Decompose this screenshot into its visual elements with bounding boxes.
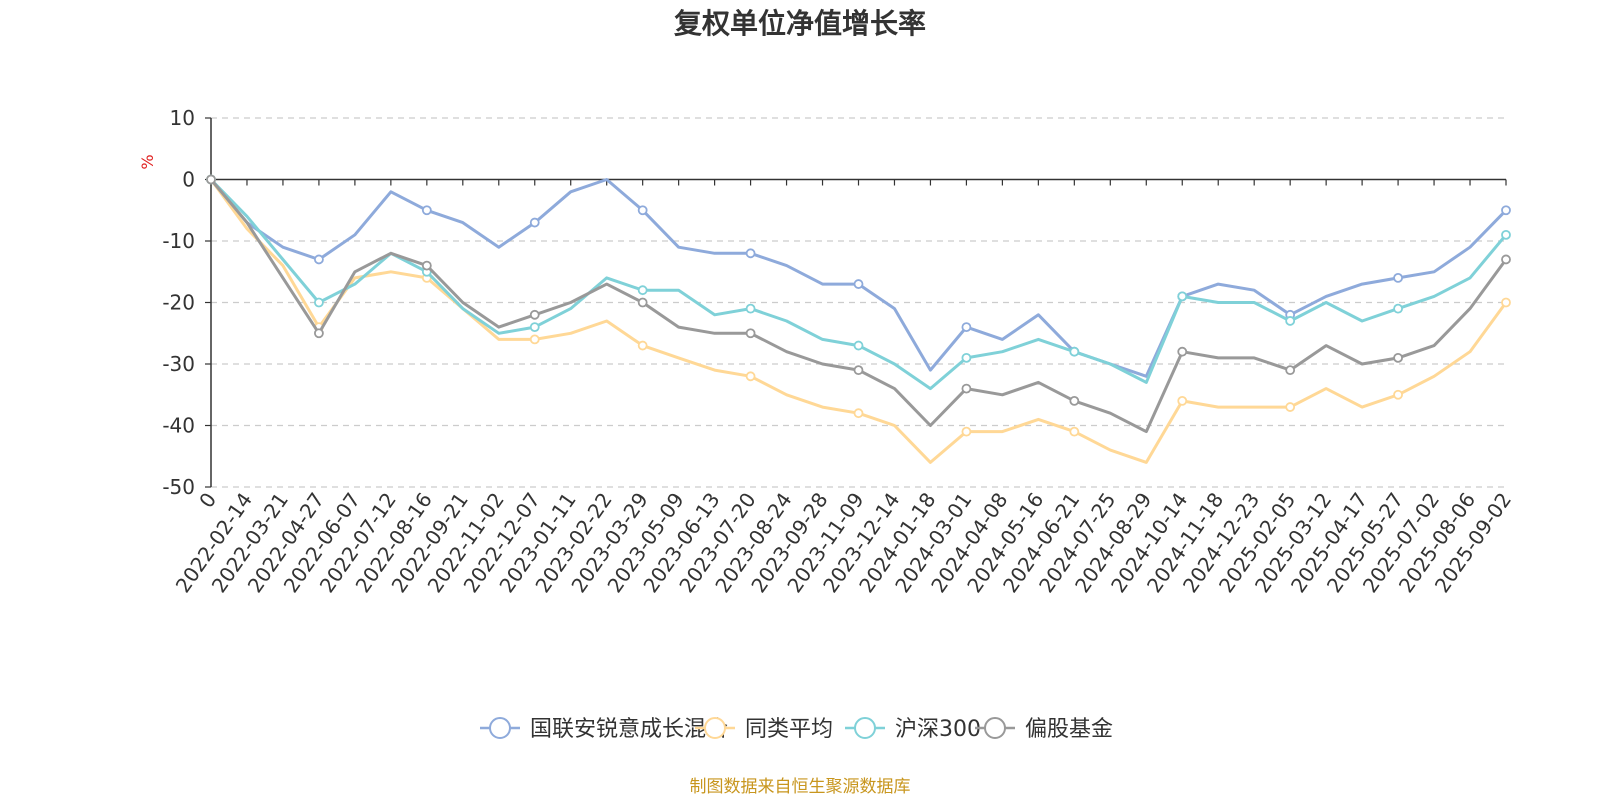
data-point <box>421 260 432 271</box>
data-point <box>1285 365 1296 376</box>
data-point <box>853 279 864 289</box>
legend-item-0: 国联安锐意成长混合 <box>480 717 728 742</box>
series-2 <box>206 174 1511 391</box>
data-point <box>1285 402 1296 412</box>
legend-item-2: 沪深300 <box>845 717 981 742</box>
data-source-note: 制图数据来自恒生聚源数据库 <box>690 777 911 797</box>
y-axis-ticks: 10 0 -10 -20 -30 -40 -50 <box>162 106 211 499</box>
data-point <box>529 322 540 333</box>
legend-item-1: 同类平均 <box>695 717 833 742</box>
data-point <box>314 328 324 339</box>
data-point <box>745 371 756 382</box>
data-point <box>853 408 864 419</box>
data-point <box>1501 205 1511 216</box>
legend-marker <box>984 717 1006 739</box>
legend-label: 沪深300 <box>895 717 981 742</box>
data-point <box>1501 297 1511 308</box>
data-point <box>1177 395 1188 406</box>
data-point <box>961 383 972 394</box>
data-point <box>1069 346 1080 357</box>
data-point <box>1177 291 1188 302</box>
x-tick-label: 0 <box>194 488 221 512</box>
series-0 <box>206 174 1511 378</box>
data-point <box>637 297 648 308</box>
data-point <box>961 352 972 363</box>
data-point <box>314 297 324 308</box>
data-point <box>314 254 324 265</box>
data-point <box>529 309 540 320</box>
y-tick-label: -20 <box>162 291 195 315</box>
data-point <box>745 248 756 259</box>
data-point <box>1501 254 1511 265</box>
y-tick-label: -10 <box>162 229 195 253</box>
legend-label: 同类平均 <box>745 717 833 742</box>
chart-title: 复权单位净值增长率 <box>674 7 926 40</box>
y-tick-label: 10 <box>170 106 195 130</box>
series-3 <box>206 174 1511 434</box>
y-tick-label: -30 <box>162 352 195 376</box>
data-point <box>421 205 432 216</box>
series-line <box>209 178 1508 464</box>
data-point <box>745 328 756 339</box>
data-point <box>1393 389 1403 400</box>
series-line <box>209 178 1508 434</box>
grid-lines <box>211 117 1506 488</box>
legend-label: 偏股基金 <box>1025 717 1113 742</box>
legend-label: 国联安锐意成长混合 <box>530 717 728 742</box>
data-point <box>1069 426 1080 437</box>
data-point <box>1393 303 1403 314</box>
series-lines <box>206 174 1511 464</box>
data-point <box>1177 346 1188 357</box>
legend: 国联安锐意成长混合 同类平均 沪深300 偏股基金 <box>480 717 1113 742</box>
data-point <box>1069 395 1080 406</box>
y-tick-label: 0 <box>182 168 195 192</box>
data-point <box>853 365 864 376</box>
data-point <box>637 285 648 296</box>
legend-marker <box>854 717 876 739</box>
data-point <box>1501 229 1511 240</box>
series-1 <box>206 174 1511 464</box>
legend-marker <box>704 717 726 739</box>
data-point <box>529 217 540 228</box>
x-axis-ticks: 02022-02-142022-03-212022-04-272022-06-0… <box>171 179 1516 597</box>
data-point <box>1393 272 1403 283</box>
data-point <box>1393 352 1403 363</box>
data-point <box>1285 316 1296 326</box>
data-point <box>745 303 756 314</box>
data-point <box>637 205 648 216</box>
data-point <box>637 340 648 351</box>
y-tick-label: -50 <box>162 475 195 499</box>
y-axis-unit: % <box>138 154 157 169</box>
data-point <box>529 334 540 345</box>
data-point <box>961 426 972 437</box>
legend-item-3: 偏股基金 <box>975 717 1113 742</box>
legend-marker <box>489 717 511 739</box>
data-point <box>206 174 216 185</box>
data-point <box>961 322 972 333</box>
data-point <box>853 340 864 351</box>
y-tick-label: -40 <box>162 414 195 438</box>
